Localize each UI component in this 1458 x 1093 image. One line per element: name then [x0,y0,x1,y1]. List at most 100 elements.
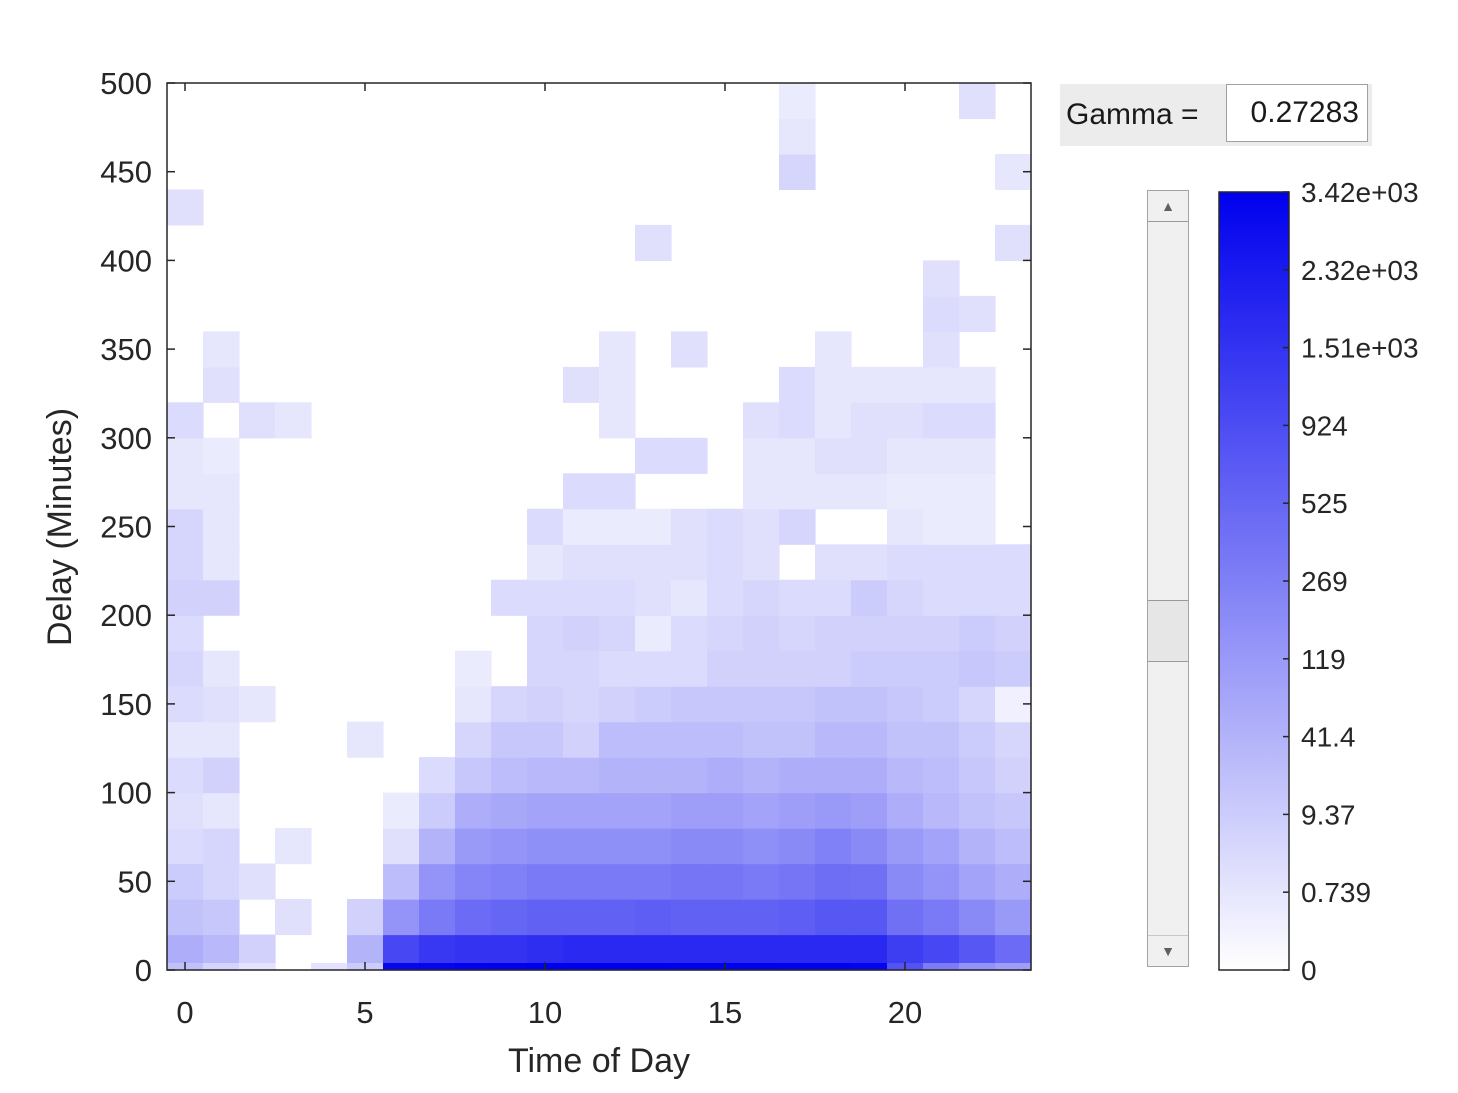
heatmap-cell [599,544,636,581]
heatmap-cell [203,508,240,545]
heatmap-cell [635,615,672,652]
heatmap-cell [563,544,600,581]
heatmap-cell [455,757,492,794]
gamma-input[interactable] [1226,84,1368,142]
heatmap-cell [779,721,816,758]
heatmap-cell [383,863,420,900]
heatmap-cell [923,863,960,900]
scroll-down-button[interactable]: ▼ [1148,935,1188,966]
heatmap-cell [707,615,744,652]
heatmap-cell [887,792,924,829]
y-tick-label: 350 [100,332,152,367]
heatmap-cell [347,899,384,936]
x-tick-label: 15 [708,995,742,1030]
heatmap-cell [563,757,600,794]
heatmap-cell [815,366,852,403]
heatmap-cell [995,224,1032,261]
heatmap-cell-zero-delay [455,963,492,970]
heatmap-cell [599,615,636,652]
heatmap-cell [635,650,672,687]
x-tick-label: 0 [176,995,193,1030]
y-axis-label: Delay (Minutes) [41,408,79,646]
heatmap-cell [887,899,924,936]
heatmap-cell [743,863,780,900]
heatmap-cell [167,544,204,581]
gamma-scrollbar[interactable]: ▲ ▼ [1147,190,1189,967]
heatmap-cell [851,544,888,581]
scroll-thumb[interactable] [1148,599,1188,662]
heatmap-cell [707,686,744,723]
heatmap-cell [779,792,816,829]
heatmap-cell [707,757,744,794]
heatmap-cell [707,650,744,687]
heatmap-cell [707,899,744,936]
heatmap-cell [779,402,816,439]
heatmap-cell-zero-delay [419,963,456,970]
heatmap-cell [959,402,996,439]
heatmap-cell [959,437,996,474]
heatmap-cell [923,295,960,332]
heatmap-cell [779,508,816,545]
heatmap-cell [203,899,240,936]
heatmap-cell [599,473,636,510]
heatmap-cell [167,437,204,474]
arrow-down-icon: ▼ [1161,943,1175,959]
heatmap-cell [923,402,960,439]
heatmap-cell [671,508,708,545]
heatmap-cell [455,686,492,723]
heatmap-cell [995,828,1032,865]
heatmap-cell [167,579,204,616]
axis-ticks [167,82,1031,971]
heatmap-cell-zero-delay [311,963,348,970]
heatmap-cell [959,473,996,510]
colorbar-tick-label: 1.51e+03 [1301,333,1419,364]
heatmap-cell [563,508,600,545]
heatmap-cell [959,615,996,652]
heatmap-cell [599,828,636,865]
heatmap-cell [563,579,600,616]
heatmap-cell [959,899,996,936]
heatmap-cell [743,508,780,545]
heatmap-cell [527,721,564,758]
heatmap-cell [635,544,672,581]
heatmap-cell-zero-delay [779,963,816,970]
heatmap-cell [743,828,780,865]
heatmap-cell [851,437,888,474]
heatmap-cell [923,579,960,616]
heatmap-cell [491,828,528,865]
heatmap-cell [383,792,420,829]
heatmap-cell [239,863,276,900]
heatmap-cell [527,792,564,829]
heatmap-cell [203,437,240,474]
heatmap-cell [851,686,888,723]
heatmap-cell [671,899,708,936]
heatmap-cell [743,686,780,723]
heatmap-cell [527,863,564,900]
heatmap-cell [563,828,600,865]
y-tick-labels: 0 50 100 150 200 250 300 350 400 450 500 [100,66,152,988]
heatmap-cell [851,579,888,616]
heatmap-cell [815,615,852,652]
heatmap-cell [779,437,816,474]
heatmap-cell [887,544,924,581]
heatmap-cell [563,686,600,723]
heatmap-cell [635,757,672,794]
gamma-control: Gamma = [1060,84,1372,146]
heatmap-cell [167,402,204,439]
colorbar-tick-label: 525 [1301,488,1348,519]
heatmap-cell [419,863,456,900]
heatmap-cell [167,721,204,758]
heatmap-cell [203,544,240,581]
heatmap-cell [815,650,852,687]
heatmap-cell [671,437,708,474]
heatmap-cell-zero-delay [599,963,636,970]
heatmap-cell [815,721,852,758]
heatmap-cell [743,721,780,758]
heatmap-cell [527,579,564,616]
scroll-up-button[interactable]: ▲ [1148,191,1188,222]
heatmap-cell [887,686,924,723]
heatmap-cell [491,721,528,758]
heatmap-cell [671,615,708,652]
heatmap-cell [995,544,1032,581]
heatmap-cell [779,366,816,403]
